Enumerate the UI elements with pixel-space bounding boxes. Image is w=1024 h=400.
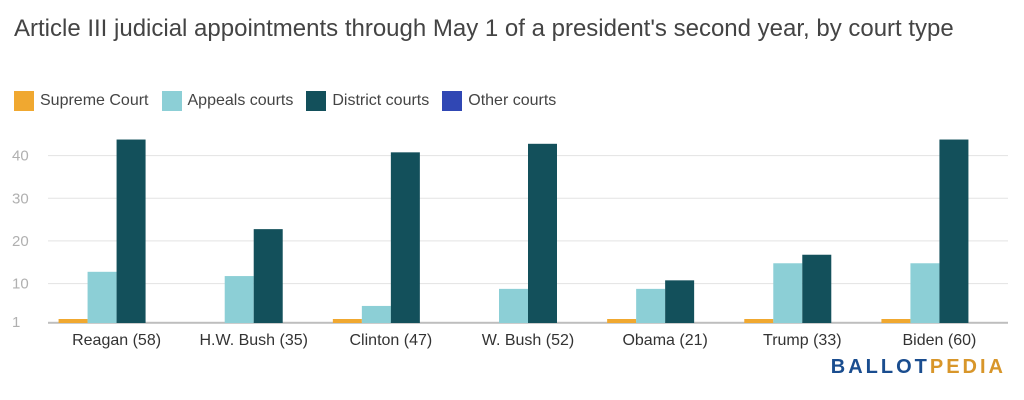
y-tick-label: 1 [12, 314, 20, 331]
y-tick-label: 40 [12, 148, 29, 165]
bar-supreme-court [744, 319, 774, 323]
logo-text-pedia: PEDIA [929, 356, 1006, 378]
x-tick-label: Obama (21) [622, 332, 707, 349]
y-tick-label: 30 [12, 190, 29, 207]
bar-appeals-courts [224, 276, 254, 323]
legend-label: Other courts [468, 92, 557, 109]
bar-district-courts [528, 143, 557, 323]
x-tick-label: Trump (33) [763, 332, 842, 349]
x-tick-label: Clinton (47) [350, 332, 433, 349]
ballotpedia-logo: BALLOTPEDIA [831, 356, 1006, 379]
bar-appeals-courts [87, 271, 117, 323]
x-tick-label: Reagan (58) [72, 332, 161, 349]
bar-supreme-court [881, 319, 911, 323]
legend-item-appeals-courts: Appeals courts [161, 91, 294, 111]
bar-district-courts [116, 139, 146, 323]
legend-label: Appeals courts [187, 92, 294, 109]
legend-label: Supreme Court [40, 92, 149, 109]
logo-text-ballot: BALLOT [830, 356, 930, 378]
y-tick-label: 10 [12, 276, 29, 293]
legend-swatch [442, 91, 463, 111]
legend-label: District courts [332, 92, 430, 109]
chart-title: Article III judicial appointments throug… [14, 15, 954, 42]
bar-district-courts [390, 152, 420, 323]
bar-supreme-court [332, 319, 362, 323]
legend-swatch [161, 91, 182, 111]
bar-appeals-courts [636, 288, 666, 323]
legend: Supreme Court Appeals courts District co… [14, 91, 569, 111]
legend-item-supreme-court: Supreme Court [14, 91, 149, 111]
legend-item-district-courts: District courts [306, 91, 429, 111]
bar-appeals-courts [910, 263, 940, 323]
bar-supreme-court [607, 319, 637, 323]
x-tick-label: W. Bush (52) [482, 332, 574, 349]
bar-supreme-court [58, 319, 88, 323]
y-tick-label: 20 [12, 233, 29, 250]
legend-swatch [306, 91, 327, 111]
x-tick-label: H.W. Bush (35) [199, 332, 307, 349]
bar-appeals-courts [773, 263, 803, 323]
legend-swatch [14, 91, 34, 111]
bar-district-courts [939, 139, 969, 323]
bar-district-courts [253, 229, 283, 323]
bar-district-courts [802, 254, 832, 323]
x-tick-label: Biden (60) [903, 332, 977, 349]
bar-appeals-courts [499, 288, 528, 323]
bar-district-courts [665, 280, 695, 323]
bar-appeals-courts [361, 305, 391, 323]
legend-item-other-courts: Other courts [442, 91, 556, 111]
